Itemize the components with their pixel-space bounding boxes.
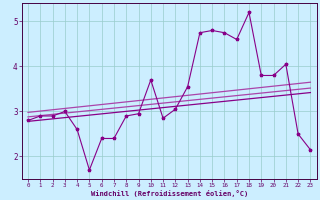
X-axis label: Windchill (Refroidissement éolien,°C): Windchill (Refroidissement éolien,°C) [91, 190, 248, 197]
